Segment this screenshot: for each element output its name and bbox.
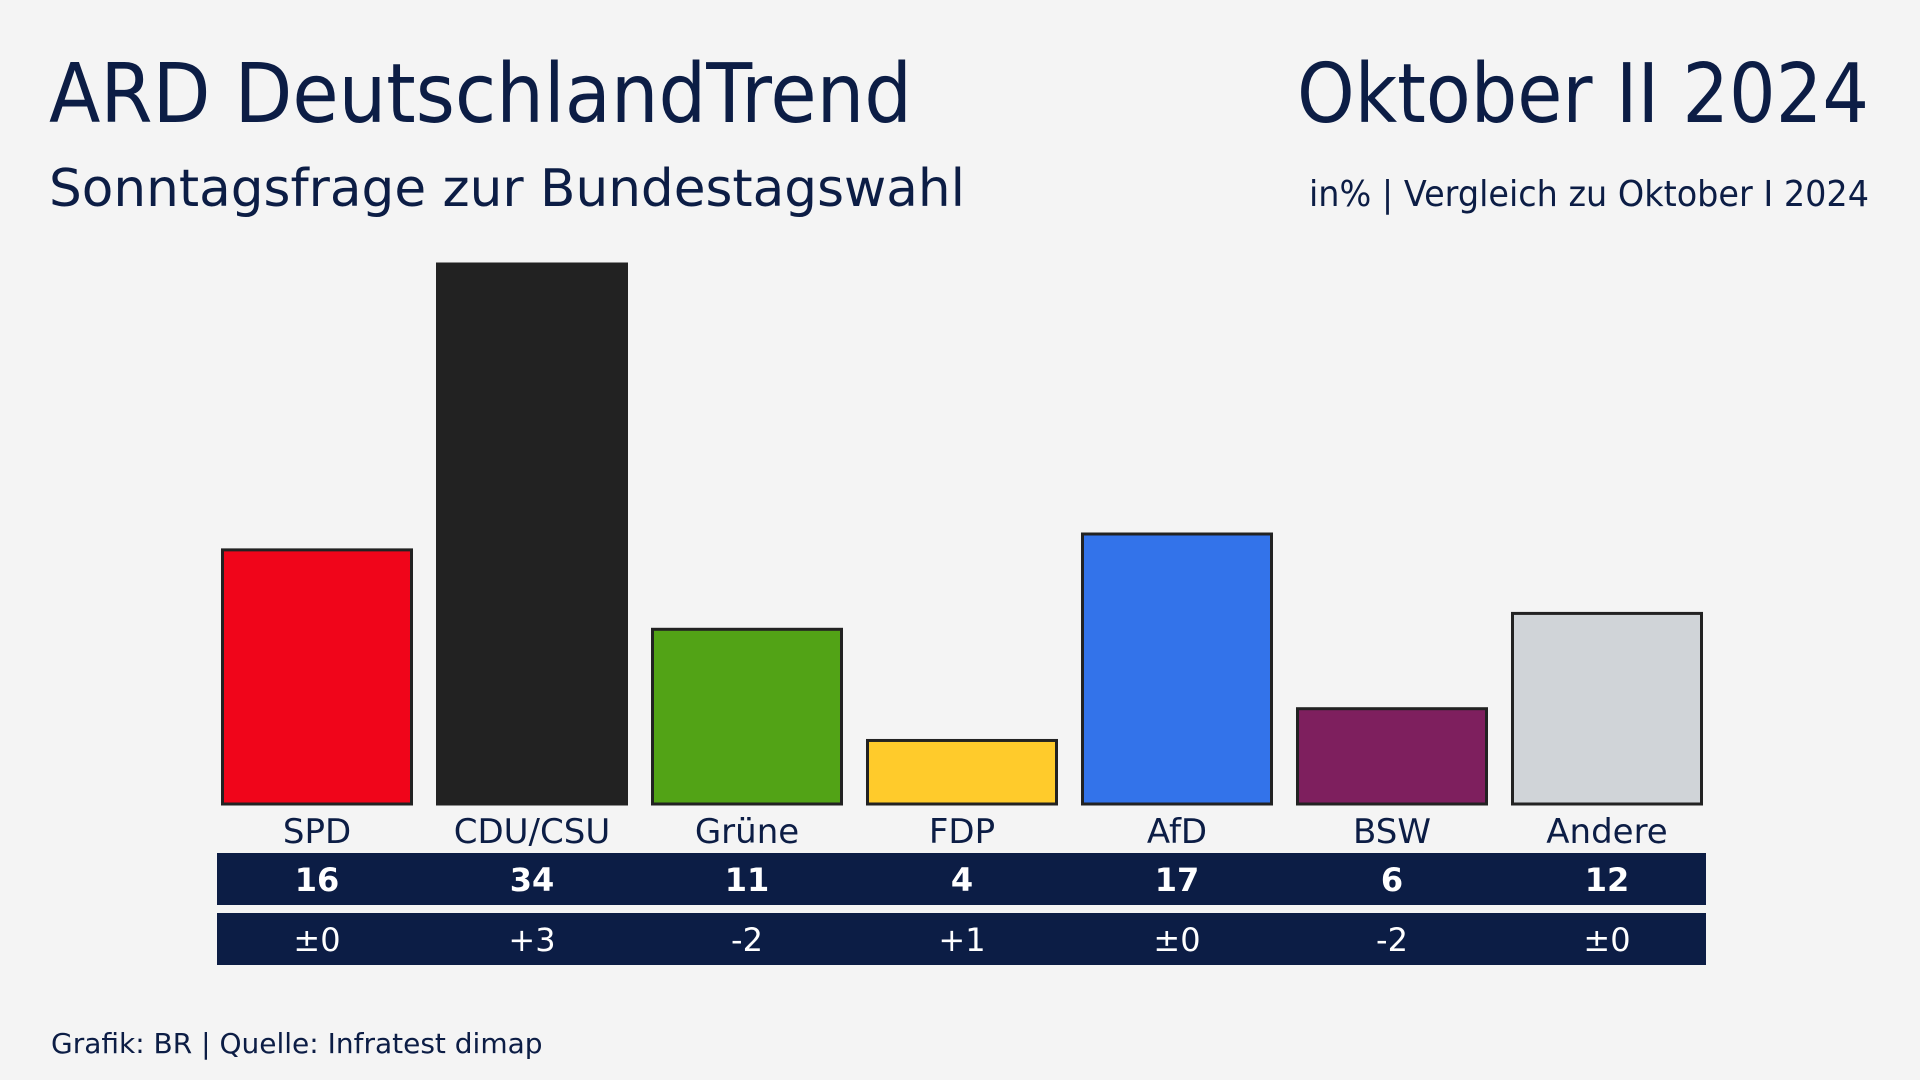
bar [1511, 611, 1703, 806]
change-label: ±0 [1153, 921, 1200, 959]
change-label: ±0 [1583, 921, 1630, 959]
value-label: 4 [951, 861, 973, 899]
category-label: CDU/CSU [454, 812, 610, 852]
change-label: +1 [938, 921, 985, 959]
value-label: 34 [510, 861, 555, 899]
change-label: +3 [508, 921, 555, 959]
value-row [217, 853, 1706, 905]
category-label: Grüne [695, 812, 799, 852]
bar [1296, 707, 1488, 806]
change-label: ±0 [293, 921, 340, 959]
category-label: Andere [1546, 812, 1667, 852]
change-row [217, 913, 1706, 965]
bar [221, 548, 413, 806]
value-label: 11 [725, 861, 770, 899]
chart-period: Oktober II 2024 [1297, 47, 1869, 142]
change-label: -2 [1376, 921, 1408, 959]
value-label: 12 [1585, 861, 1630, 899]
category-label: AfD [1147, 812, 1207, 852]
bar [651, 627, 843, 806]
chart-subtitle: Sonntagsfrage zur Bundestagswahl [49, 159, 965, 219]
chart-note: in% | Vergleich zu Oktober I 2024 [1309, 174, 1869, 215]
bar [866, 738, 1058, 806]
value-label: 6 [1381, 861, 1403, 899]
category-label: SPD [283, 812, 351, 852]
category-label: BSW [1353, 812, 1431, 852]
bar [1081, 532, 1273, 806]
chart-title: ARD DeutschlandTrend [49, 47, 912, 142]
value-label: 16 [295, 861, 340, 899]
value-label: 17 [1155, 861, 1200, 899]
bar [436, 262, 628, 806]
category-label: FDP [929, 812, 995, 852]
change-label: -2 [731, 921, 763, 959]
source-note: Grafik: BR | Quelle: Infratest dimap [51, 1027, 543, 1060]
